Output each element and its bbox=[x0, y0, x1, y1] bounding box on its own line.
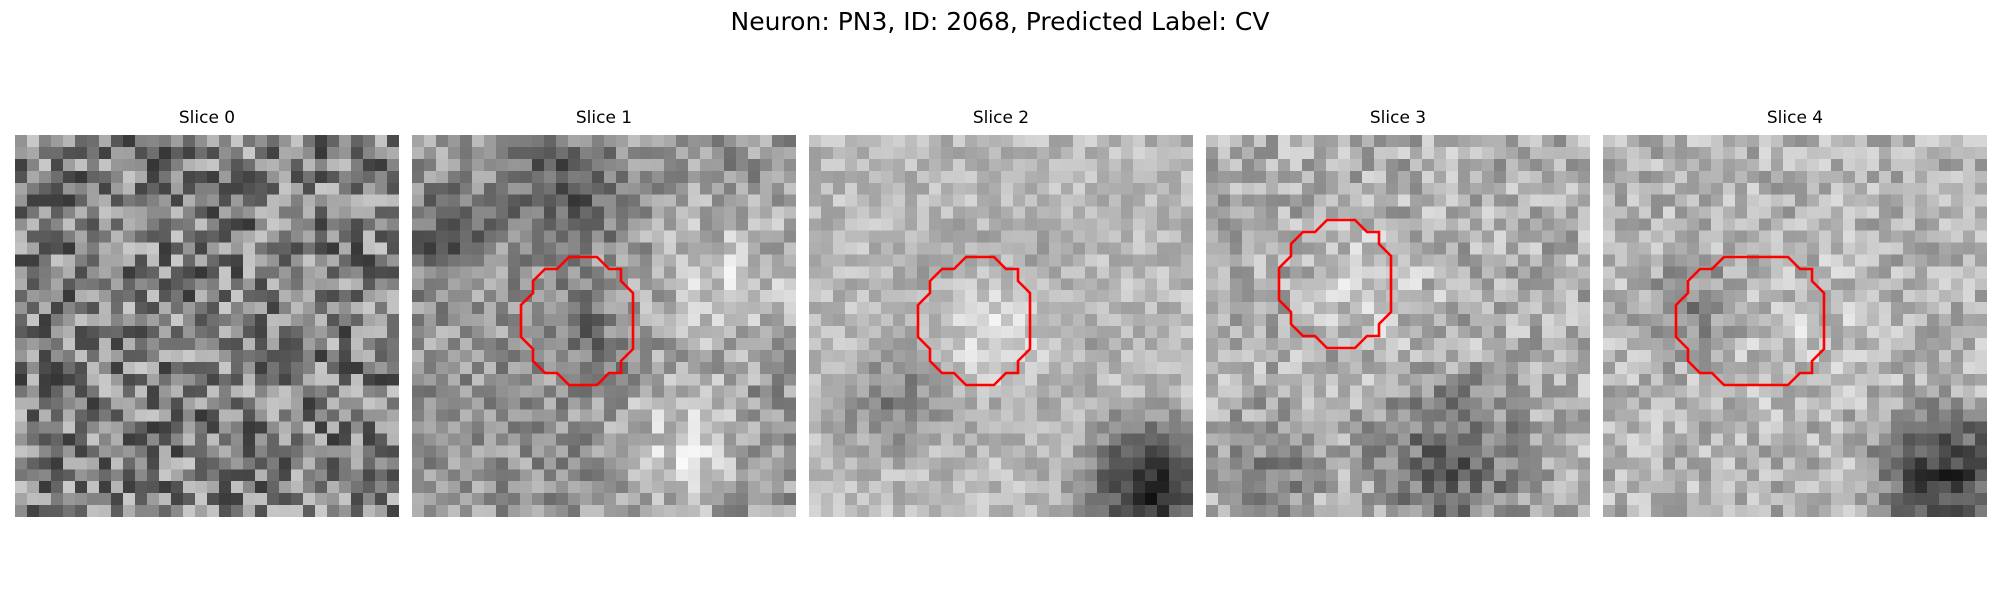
slice-1-roi-outline bbox=[519, 255, 635, 387]
slice-4-pixels bbox=[1603, 135, 1987, 517]
slice-3-roi-overlay bbox=[1277, 218, 1393, 350]
slice-0-image bbox=[15, 135, 399, 517]
slice-3-image bbox=[1206, 135, 1590, 517]
slice-1-title: Slice 1 bbox=[575, 108, 633, 128]
slice-0-title: Slice 0 bbox=[178, 108, 236, 128]
slice-1-image bbox=[412, 135, 796, 517]
slice-0-pixels bbox=[15, 135, 399, 517]
slice-4-roi-outline bbox=[1674, 255, 1826, 387]
slice-2-title: Slice 2 bbox=[972, 108, 1030, 128]
slice-2-image bbox=[809, 135, 1193, 517]
slice-4-title: Slice 4 bbox=[1766, 108, 1824, 128]
slice-3-title: Slice 3 bbox=[1369, 108, 1427, 128]
slice-4-image bbox=[1603, 135, 1987, 517]
figure-title: Neuron: PN3, ID: 2068, Predicted Label: … bbox=[730, 7, 1270, 36]
slice-1-pixels bbox=[412, 135, 796, 517]
slice-3-pixels bbox=[1206, 135, 1590, 517]
slice-4-roi-overlay bbox=[1674, 255, 1826, 387]
slice-2-pixels bbox=[809, 135, 1193, 517]
slice-3-roi-outline bbox=[1277, 218, 1393, 350]
slice-2-roi-overlay bbox=[916, 255, 1032, 387]
slice-1-roi-overlay bbox=[519, 255, 635, 387]
slice-2-roi-outline bbox=[916, 255, 1032, 387]
